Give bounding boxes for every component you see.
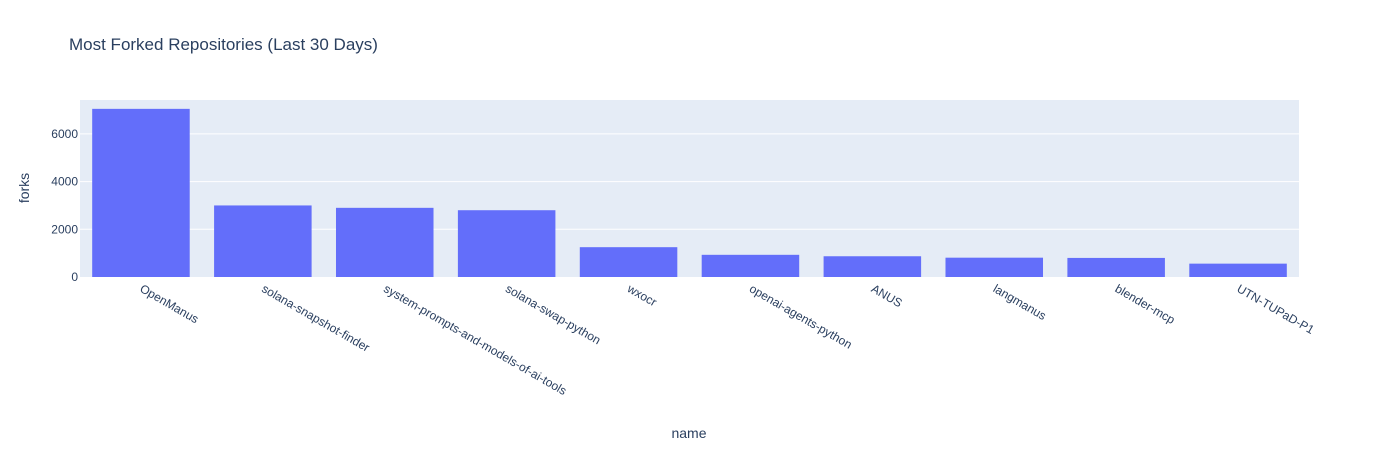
bar-langmanus — [945, 257, 1044, 277]
x-tick-label: blender-mcp — [1113, 281, 1178, 327]
y-tick-label: 4000 — [51, 175, 78, 189]
bar-anus — [823, 256, 922, 277]
y-axis-ticks: 0 2000 4000 6000 — [51, 127, 78, 284]
bar-system-prompts-and-models-of-ai-tools — [335, 207, 434, 277]
chart-title: Most Forked Repositories (Last 30 Days) — [69, 35, 378, 54]
y-tick-label: 0 — [71, 270, 78, 284]
bar-solana-swap-python — [457, 210, 556, 277]
y-axis-title: forks — [16, 173, 32, 203]
bar-wxocr — [579, 247, 678, 277]
bars — [92, 108, 1287, 277]
bar-solana-snapshot-finder — [214, 205, 312, 277]
x-tick-label: langmanus — [991, 281, 1049, 322]
x-tick-label: solana-snapshot-finder — [259, 281, 372, 354]
x-tick-label: ANUS — [869, 281, 905, 310]
x-tick-label: solana-swap-python — [503, 281, 603, 347]
x-tick-label: openai-agents-python — [747, 281, 855, 351]
x-axis-ticks: OpenManus solana-snapshot-finder system-pr… — [137, 281, 1316, 398]
bar-openmanus — [92, 108, 190, 277]
x-tick-label: OpenManus — [137, 281, 201, 326]
x-tick-label: wxocr — [624, 281, 659, 309]
x-tick-label: UTN-TUPaD-P1 — [1235, 281, 1317, 337]
y-tick-label: 6000 — [51, 127, 78, 141]
x-axis-title: name — [671, 425, 706, 441]
y-tick-label: 2000 — [51, 222, 78, 236]
bar-openai-agents-python — [701, 254, 800, 277]
bar-blender-mcp — [1067, 257, 1165, 277]
bar-utn-tupad-p1 — [1189, 263, 1287, 277]
